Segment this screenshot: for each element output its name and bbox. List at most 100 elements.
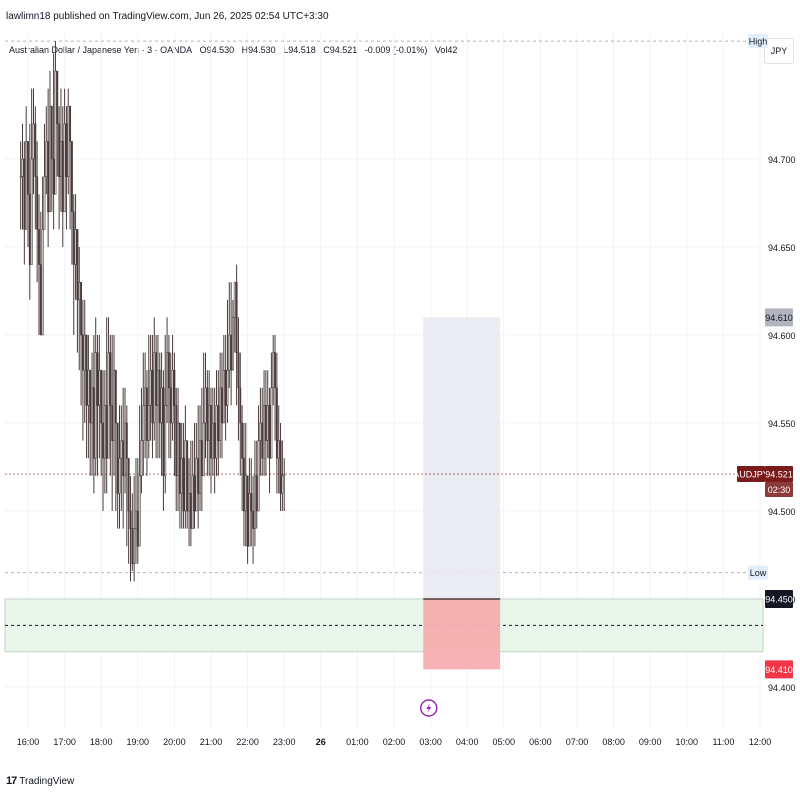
candle-body [264, 405, 267, 441]
candle-body [19, 176, 22, 178]
position-loss-area [423, 599, 501, 670]
x-tick-label: 01:00 [346, 737, 369, 747]
candle-body [193, 475, 196, 512]
candle-body [261, 422, 264, 459]
candle-body [102, 422, 104, 459]
candle-body [92, 387, 95, 459]
candle-body [237, 352, 240, 389]
candle-body [61, 141, 64, 213]
candle-body [131, 528, 134, 565]
axis-labels: 94.700 94.650 94.600 94.550 94.500 94.450 94.4… [17, 34, 796, 747]
tradingview-logo[interactable]: 17 TradingView [6, 775, 74, 787]
tradingview-logo-text: TradingView [19, 775, 75, 787]
candle-body [158, 369, 161, 424]
candle-body [107, 352, 110, 459]
candle-body [133, 528, 136, 565]
candle-body [50, 105, 53, 160]
candle-body [146, 387, 148, 441]
candle-body [208, 405, 211, 441]
position-top-price-box [765, 308, 793, 327]
candle-body [45, 141, 48, 177]
published-caption: lawlimn18 published on TradingView.com, … [6, 11, 329, 22]
candle-body [222, 369, 225, 424]
x-tick-label: 17:00 [53, 737, 76, 747]
candle-body [85, 334, 88, 406]
current-symbol-text: AUDJPY [733, 470, 769, 480]
candle-body [63, 123, 66, 213]
x-tick-label: 20:00 [163, 737, 186, 747]
candle-body [202, 422, 205, 477]
candle-body [228, 334, 231, 371]
candle-body [98, 369, 101, 406]
stop-price-text: 94.410 [765, 665, 793, 675]
stop-price-box [765, 660, 793, 679]
candle-body [34, 123, 37, 177]
candle-body [182, 457, 185, 512]
candle-body [23, 158, 26, 230]
tradingview-logo-mark: 17 [6, 775, 17, 787]
candle-body [232, 317, 234, 371]
candle-body [54, 70, 57, 195]
x-tick-label: 19:00 [127, 737, 150, 747]
high-label-box [748, 34, 768, 49]
entry-price-text: 94.450 [765, 595, 793, 605]
candle-body [166, 352, 169, 406]
current-symbol-box [737, 466, 765, 483]
candle-body [219, 387, 222, 441]
candle-body [274, 352, 276, 389]
x-tick-label: 16:00 [17, 737, 40, 747]
candle-body [221, 387, 223, 424]
bar-countdown-box [765, 482, 793, 498]
candle-body [169, 387, 172, 424]
candle-body [177, 422, 180, 477]
candle-body [191, 475, 194, 529]
candle-body [178, 422, 181, 494]
candle-body [266, 405, 269, 441]
candle-body [248, 493, 251, 547]
x-tick-label: 09:00 [639, 737, 662, 747]
candle-body [283, 473, 286, 477]
candles [19, 41, 286, 582]
candle-body [127, 457, 130, 512]
x-tick-label: 26 [316, 737, 326, 747]
candle-body [281, 475, 284, 494]
candle-body [120, 440, 123, 459]
x-tick-label: 12:00 [749, 737, 772, 747]
candle-body [171, 369, 174, 424]
candle-body [56, 70, 59, 125]
x-tick-label: 08:00 [602, 737, 625, 747]
y-tick-label: 94.600 [768, 331, 796, 341]
candle-body [109, 352, 112, 406]
candle-body [39, 264, 42, 336]
candle-body [206, 387, 209, 441]
y-tick-label: 94.400 [768, 683, 796, 693]
currency-button[interactable]: JPY [764, 38, 794, 64]
symbol-legend: Australian Dollar / Japanese Yen · 3 · O… [9, 45, 462, 55]
candle-body [125, 422, 128, 459]
symbol-name[interactable]: Australian Dollar / Japanese Yen · 3 · O… [9, 45, 193, 55]
candle-body [25, 141, 28, 230]
lightning-icon-glyph [426, 703, 432, 713]
x-tick-label: 06:00 [529, 737, 552, 747]
low-label-text: Low [750, 568, 767, 578]
candle-body [252, 510, 255, 529]
candle-body [70, 141, 73, 213]
candle-body [250, 493, 253, 512]
candle-body [30, 158, 33, 265]
candle-body [259, 422, 262, 441]
candle-body [186, 440, 189, 512]
candle-body [87, 369, 90, 406]
candle-body [235, 281, 238, 353]
candle-body [226, 369, 229, 406]
position-profit-area [423, 317, 501, 599]
candle-body [135, 510, 137, 529]
candle-body [263, 405, 266, 459]
y-tick-label: 94.650 [768, 243, 796, 253]
candle-body [233, 281, 236, 318]
candle-body [272, 352, 275, 389]
candle-body [49, 105, 51, 213]
candle-body [78, 281, 81, 301]
candle-body [58, 123, 61, 177]
candle-body [124, 422, 126, 477]
